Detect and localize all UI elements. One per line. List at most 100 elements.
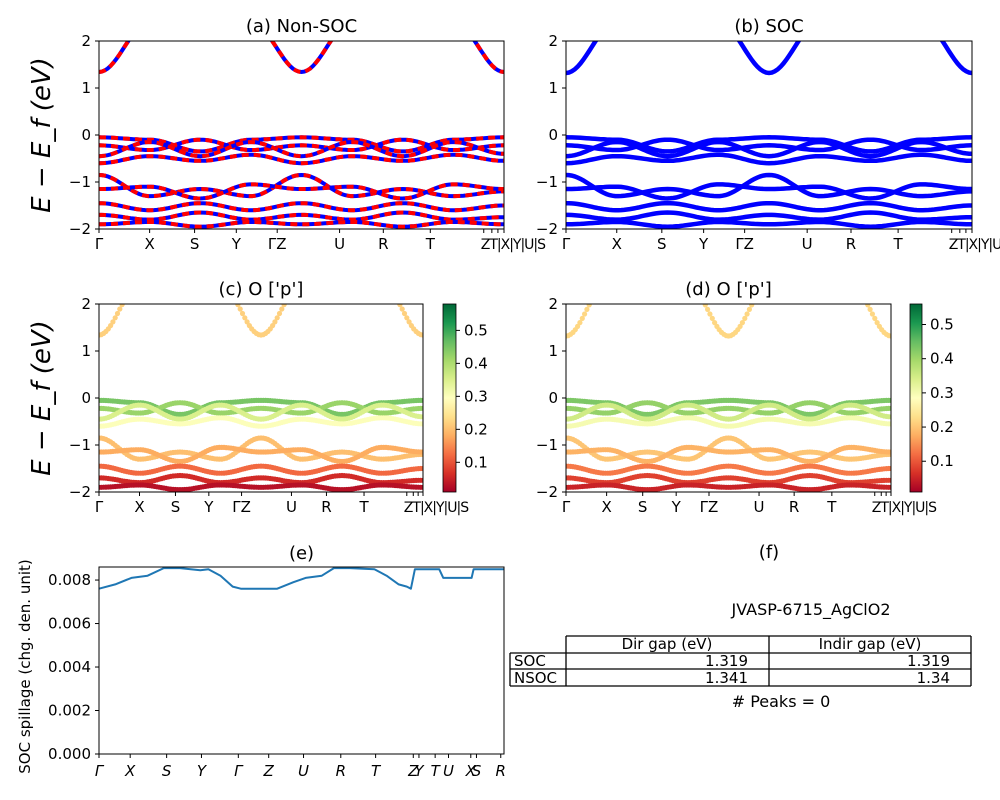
band-0-point — [858, 290, 863, 295]
band-0-point — [849, 283, 854, 288]
band-0-point — [577, 320, 583, 326]
band-0-point — [129, 287, 134, 292]
band-0-point — [189, 283, 194, 288]
band-0-point — [589, 298, 594, 303]
band-0-point — [133, 284, 138, 289]
band-0-point — [628, 283, 633, 288]
colorbar-tick-label: 0.1 — [464, 453, 488, 471]
band-0-point — [312, 283, 317, 288]
band-0-point — [205, 283, 210, 288]
band-0-point — [775, 283, 780, 288]
gap-table-grid — [509, 635, 972, 687]
y-tick-label: 0.002 — [48, 702, 91, 720]
band-0-point — [789, 283, 794, 288]
band-0-point — [390, 290, 395, 295]
band-0-point — [119, 304, 125, 308]
x-tick-label: Z — [407, 762, 419, 780]
x-tick-label: R — [378, 235, 388, 253]
panel-b-frame: 2 1 0 −1 −2Γ X S Y ΓZ U R T ZT|X|Y|U|S (b) SOC — [536, 16, 1000, 253]
band-0-point — [812, 283, 817, 288]
band-0-point — [705, 306, 711, 312]
x-tick-label: R — [789, 498, 799, 516]
y-tick-label: 1 — [81, 79, 91, 97]
band-0-point — [127, 290, 132, 295]
panel-b-soc-bands — [566, 41, 972, 229]
band-0-point — [117, 306, 123, 312]
axes-frame — [98, 566, 505, 755]
band-0-point — [582, 311, 588, 317]
band-0-point — [177, 283, 182, 288]
y-tick-label: 2 — [81, 32, 91, 50]
colorbar-tick-label: 0.5 — [464, 321, 488, 339]
band-0-point — [161, 283, 166, 288]
band-0-point — [397, 304, 403, 308]
band-0-point — [168, 283, 173, 288]
x-tick-label: X — [601, 498, 611, 516]
band-0-point — [668, 283, 673, 288]
band-0-point — [796, 283, 801, 288]
band-0-point — [888, 333, 891, 339]
band-0-point — [707, 311, 713, 317]
band-9-line — [566, 219, 972, 229]
x-tick-label: Γ — [95, 762, 105, 780]
x-tick-label: R — [846, 235, 856, 253]
band-0-point — [112, 315, 118, 321]
band-0-point — [138, 283, 143, 288]
band-9-point — [888, 484, 891, 490]
band-6-line — [566, 182, 972, 201]
band-0-point — [854, 285, 859, 290]
band-0-point — [333, 283, 338, 288]
band-5-dash — [99, 172, 504, 199]
peaks-count: # Peaks = 0 — [732, 692, 831, 711]
band-0-point — [154, 283, 159, 288]
band-0-point — [152, 283, 157, 288]
y-tick-label: 0 — [81, 126, 91, 144]
band-0-point — [621, 283, 626, 288]
band-0-point — [624, 283, 629, 288]
x-tick-label: T — [431, 762, 442, 780]
band-0-point — [323, 283, 328, 288]
band-0-point — [837, 283, 842, 288]
y-tick-label: −1 — [536, 173, 558, 191]
band-0-point — [235, 304, 241, 308]
x-tick-label: S — [171, 498, 181, 516]
x-tick-label: Y — [698, 235, 709, 253]
band-0-point — [656, 283, 661, 288]
band-0-point — [316, 283, 321, 288]
band-0-point — [305, 283, 310, 288]
band-0-point — [281, 304, 287, 308]
panel-f-title: (f) — [759, 542, 779, 563]
band-0-point — [370, 283, 375, 288]
y-axis-label: E − E_f (eV) — [27, 320, 57, 476]
band-0-point — [642, 283, 647, 288]
panel-title: (c) O ['p'] — [219, 279, 304, 300]
x-tick-label: X — [612, 235, 622, 253]
band-3-point — [420, 414, 423, 420]
band-0-point — [615, 283, 620, 288]
band-0-point — [401, 310, 408, 317]
band-0-point — [314, 283, 319, 288]
x-tick-label: Y — [414, 762, 425, 780]
band-0-point — [666, 283, 671, 288]
band-0-point — [184, 283, 189, 288]
x-tick-label: Y — [197, 762, 208, 780]
row-nsoc-indir: 1.34 — [917, 669, 950, 687]
band-0-point — [603, 283, 608, 288]
band-6-point — [420, 449, 423, 455]
band-0-point — [830, 283, 835, 288]
band-0-point — [610, 283, 615, 288]
y-tick-label: 2 — [548, 32, 558, 50]
band-0-point — [800, 283, 805, 288]
band-0-point — [867, 306, 873, 312]
x-tick-label-end: ZT|X|Y|U|S — [404, 500, 469, 516]
band-0-point — [328, 283, 333, 288]
band-0-point — [779, 283, 784, 288]
band-0-point — [823, 283, 828, 288]
band-0-point — [379, 283, 384, 288]
y-tick-label: −2 — [69, 483, 91, 501]
band-0-point — [626, 283, 631, 288]
y-tick-label: 0.000 — [48, 745, 91, 763]
band-0-point — [772, 283, 777, 288]
band-0-point — [171, 283, 176, 288]
band-0-point — [805, 283, 810, 288]
